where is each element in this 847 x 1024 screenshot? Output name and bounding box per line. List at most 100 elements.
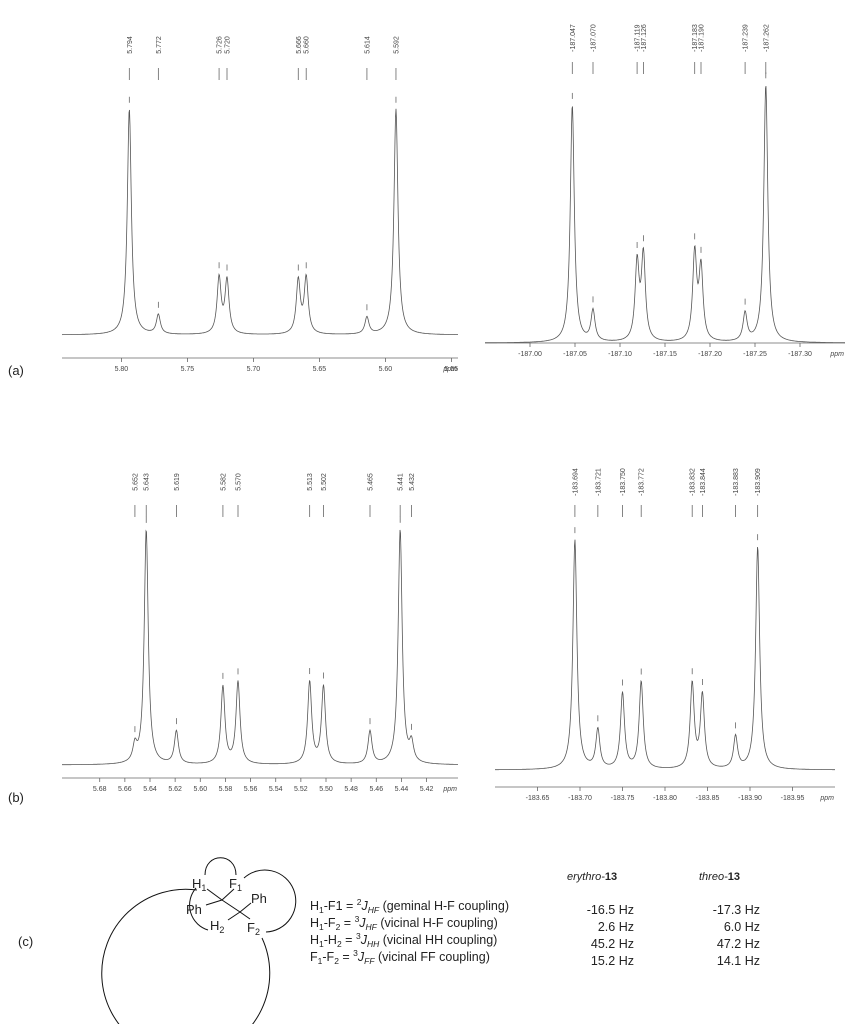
bond: [205, 899, 223, 906]
coupling-table: H1-F1 = 2JHF (geminal H-F coupling) -16.5…: [310, 897, 760, 968]
x-tick-label: 5.52: [294, 786, 308, 793]
spectrum: 5.68 5.66 5.64 5.62 5.60 5.58 5.56 5.54 5.52 5.50…: [62, 473, 458, 793]
atom-index: 2: [255, 927, 260, 937]
peak-label: -187.126: [641, 24, 648, 52]
coupling-part: -F: [324, 916, 336, 930]
panel-label: (b): [8, 790, 24, 805]
coupling-part: H: [310, 933, 319, 947]
x-tick-label: -183.75: [611, 795, 635, 802]
coupling-arc: [189, 887, 209, 931]
peak-label: -183.832: [690, 468, 697, 496]
peak-label: 5.660: [304, 36, 311, 54]
coupling-arc: [101, 888, 271, 1024]
peak-label: -187.190: [699, 24, 706, 52]
peak-label: 5.513: [307, 473, 314, 491]
x-tick-label: 5.65: [313, 366, 327, 373]
x-tick-label: -183.90: [738, 795, 762, 802]
atom-symbol: F: [229, 876, 237, 891]
coupling-part: =: [340, 916, 354, 930]
peak-label: 5.432: [409, 473, 416, 491]
panel-label: (a): [8, 363, 24, 378]
x-tick-label: 5.66: [118, 786, 132, 793]
coupling-value: 2.6 Hz: [598, 920, 634, 934]
peak-label: -187.119: [635, 24, 642, 51]
coupling-part: 3: [355, 914, 360, 924]
atom: H1: [192, 876, 206, 893]
peak-label: 5.666: [296, 36, 303, 54]
coupling-label: H1-F1 = 2JHF (geminal H-F coupling): [310, 897, 509, 915]
coupling-part: 1: [319, 905, 324, 915]
peak-label: 5.794: [127, 36, 134, 54]
bond: [221, 888, 235, 901]
peak-label: -187.183: [692, 24, 699, 52]
coupling-part: -H: [324, 933, 337, 947]
coupling-value: -16.5 Hz: [587, 903, 634, 917]
x-tick-label: 5.70: [247, 366, 261, 373]
atom-symbol: H: [210, 918, 219, 933]
atom-symbol: H: [192, 876, 201, 891]
bond: [206, 888, 223, 901]
coupling-part: H: [310, 916, 319, 930]
x-tick-label: 5.56: [244, 786, 258, 793]
coupling-part: HF: [366, 922, 378, 932]
atom: F2: [247, 920, 260, 937]
coupling-value: 15.2 Hz: [591, 954, 634, 968]
peak-label: 5.465: [368, 473, 375, 491]
bond: [221, 899, 241, 913]
coupling-value: 47.2 Hz: [717, 937, 760, 951]
atom-index: 1: [237, 883, 242, 893]
atom: Ph: [251, 891, 267, 906]
x-tick-label: -187.10: [608, 351, 632, 358]
column-header: erythro-13: [567, 871, 617, 883]
coupling-part: 1: [319, 939, 324, 949]
atom-symbol: F: [247, 920, 255, 935]
spectrum-trace: [485, 86, 845, 344]
x-tick-label: -183.95: [781, 795, 805, 802]
peak-label: 5.652: [132, 473, 139, 491]
coupling-part: HF: [368, 905, 380, 915]
peak-label: -187.239: [743, 24, 750, 52]
spectrum-trace: [62, 529, 458, 766]
peak-label: 5.726: [217, 36, 224, 54]
peak-label: -183.883: [733, 468, 740, 496]
coupling-part: H: [310, 899, 319, 913]
panel-label: (c): [18, 934, 33, 949]
spectrum: -183.65 -183.70 -183.75 -183.80 -183.85 -183.…: [495, 468, 835, 802]
atom: F1: [229, 876, 242, 893]
peak-label: 5.441: [398, 473, 405, 491]
x-tick-label: -187.30: [788, 351, 812, 358]
peak-label: -187.262: [763, 24, 770, 52]
spectrum: -187.00 -187.05 -187.10 -187.15 -187.20 -187.…: [485, 24, 845, 358]
x-tick-label: -187.05: [563, 351, 587, 358]
peak-label: 5.720: [225, 36, 232, 54]
bond: [239, 911, 251, 920]
coupling-value: 45.2 Hz: [591, 937, 634, 951]
coupling-part: J: [360, 933, 368, 947]
coupling-label: H1-F2 = 3JHF (vicinal H-F coupling): [310, 914, 498, 932]
peak-label: -187.070: [591, 24, 598, 52]
x-axis-label: ppm: [442, 366, 457, 373]
table-header: erythro-13 threo-13: [567, 871, 740, 883]
compound: 13: [728, 871, 740, 883]
coupling-value: 14.1 Hz: [717, 954, 760, 968]
peak-label: 5.582: [220, 473, 227, 491]
coupling-part: 2: [334, 956, 339, 966]
bond: [239, 902, 252, 913]
coupling-part: F: [310, 950, 318, 964]
peak-label: 5.614: [364, 36, 371, 54]
coupling-part: 2: [336, 922, 341, 932]
peak-label: -183.721: [595, 468, 602, 496]
column-header: threo-13: [699, 871, 740, 883]
coupling-part: 3: [356, 931, 361, 941]
coupling-part: =: [342, 933, 356, 947]
coupling-part: -F: [322, 950, 334, 964]
peak-label: 5.570: [236, 473, 243, 491]
peak-label: -187.047: [570, 24, 577, 52]
coupling-part: J: [361, 899, 369, 913]
structure: [101, 857, 297, 1024]
x-tick-label: -183.70: [568, 795, 592, 802]
peak-label: -183.750: [620, 468, 627, 496]
peak-label: 5.592: [393, 36, 400, 54]
